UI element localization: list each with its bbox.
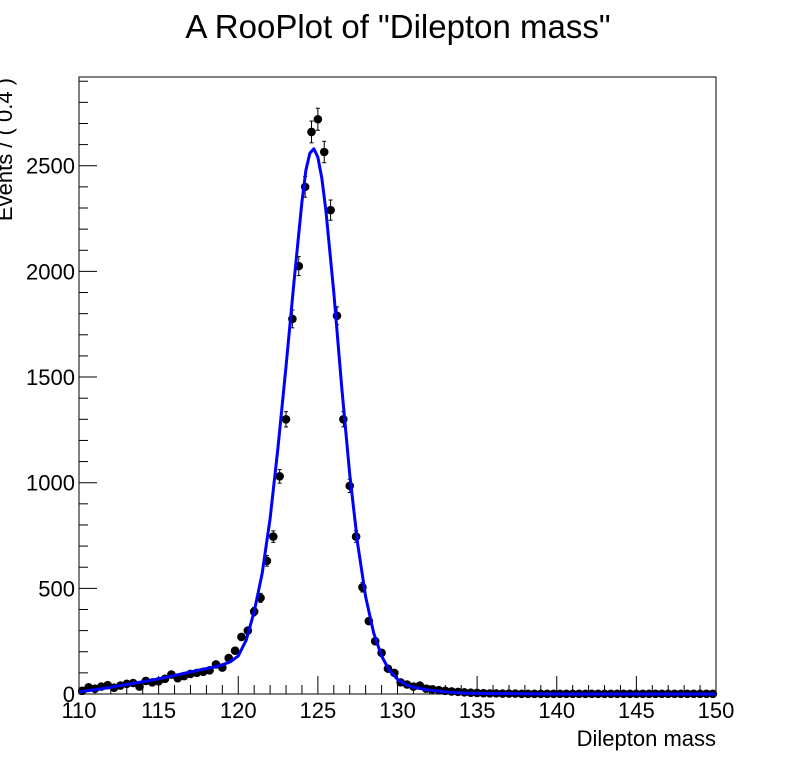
x-tick-label: 145	[618, 698, 655, 723]
data-point	[268, 530, 278, 543]
y-tick-label: 2500	[26, 154, 75, 179]
data-point-marker	[281, 415, 291, 424]
y-tick-label: 0	[63, 682, 75, 707]
y-tick-label: 1000	[26, 471, 75, 496]
data-point-marker	[237, 632, 246, 642]
y-tick-label: 1500	[26, 365, 75, 390]
x-axis-title: Dilepton mass	[577, 726, 716, 751]
data-point	[281, 411, 291, 428]
data-point	[275, 469, 284, 484]
x-tick-label: 130	[379, 698, 416, 723]
data-point-marker	[313, 114, 323, 124]
chart-title: A RooPlot of "Dilepton mass"	[185, 8, 610, 45]
x-tick-label: 115	[141, 698, 176, 723]
x-tick-label: 110	[61, 698, 96, 723]
data-points-series	[77, 107, 718, 699]
y-axis-ticks: 0 500 1000 1500 2000 2500	[26, 80, 97, 707]
data-point-marker	[135, 682, 144, 691]
data-point-marker	[326, 205, 335, 215]
x-axis-ticks: 110 115 120 125 130 135 140 145 150	[61, 676, 734, 723]
data-point	[230, 646, 240, 655]
data-point	[326, 199, 335, 221]
x-tick-label: 135	[459, 698, 496, 723]
plot-frame-border	[78, 76, 717, 695]
data-point-marker	[268, 532, 278, 541]
data-point	[135, 682, 144, 691]
y-tick-label: 2000	[26, 259, 75, 284]
y-axis-title: Events / ( 0.4 )	[0, 78, 17, 221]
data-point-marker	[319, 147, 329, 157]
data-point-marker	[307, 127, 316, 137]
data-point	[313, 107, 323, 131]
plot-frame	[78, 76, 717, 695]
data-point	[307, 120, 316, 144]
data-point-marker	[230, 646, 240, 655]
fit-curve	[78, 147, 716, 696]
data-point-marker	[275, 472, 284, 481]
x-tick-label: 150	[698, 698, 735, 723]
x-tick-label: 140	[538, 698, 575, 723]
y-tick-label: 500	[38, 576, 75, 601]
data-point	[237, 632, 246, 642]
data-point	[319, 140, 329, 164]
x-tick-label: 125	[300, 698, 337, 723]
x-tick-label: 120	[220, 698, 257, 723]
